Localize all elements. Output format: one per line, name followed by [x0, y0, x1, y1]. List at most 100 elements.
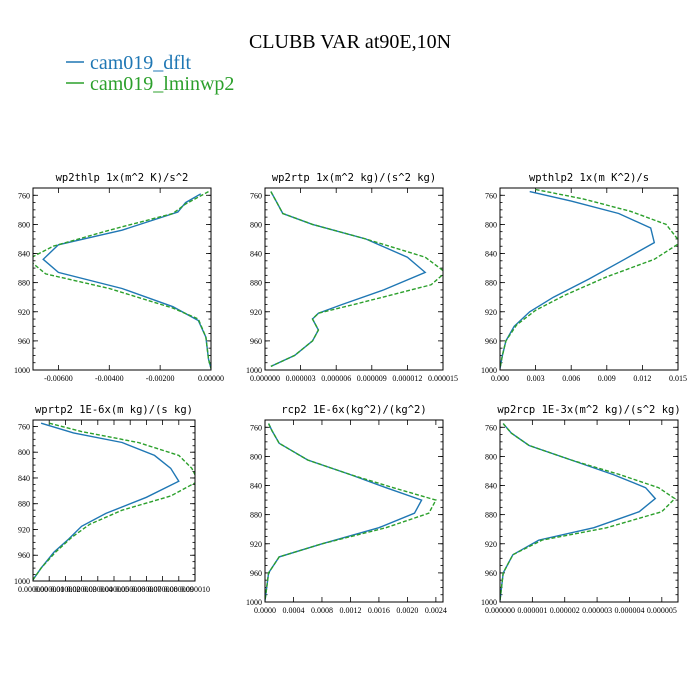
x-tick-label: 0.000000 — [250, 374, 280, 383]
panel-title: rcp2 1E-6x(kg^2)/(kg^2) — [281, 404, 426, 416]
axis-frame — [32, 419, 196, 582]
x-tick-label: -0.00400 — [95, 374, 124, 383]
legend-label-dflt: cam019_dflt — [90, 52, 192, 74]
x-tick-label: 0.000002 — [550, 606, 580, 615]
series-line-lminwp2 — [265, 423, 437, 601]
y-tick-label: 960 — [18, 337, 30, 346]
y-tick-label: 840 — [18, 474, 30, 483]
x-tick-label: 0.000009 — [164, 585, 194, 594]
x-tick-label: 0.003 — [527, 374, 545, 383]
y-tick-label: 920 — [250, 308, 262, 317]
x-tick-label: 0.000004 — [614, 606, 644, 615]
y-tick-label: 840 — [485, 250, 497, 259]
y-tick-label: 1000 — [14, 577, 30, 586]
x-tick-label: 0.000003 — [67, 585, 97, 594]
panel-5: rcp2 1E-6x(kg^2)/(kg^2) 760 800 840 880 920 96… — [246, 404, 447, 615]
figure-title: CLUBB VAR at90E,10N — [249, 31, 451, 53]
panel-6: wp2rcp 1E-3x(m^2 kg)/(s^2 kg)760 800 840 88… — [481, 404, 681, 615]
y-tick-label: 840 — [250, 482, 262, 491]
x-tick-label: -0.00200 — [146, 374, 175, 383]
y-tick-label: 920 — [18, 308, 30, 317]
x-tick-label: 0.000002 — [50, 585, 80, 594]
panel-4: wprtp2 1E-6x(m kg)/(s kg) 760 800 840 880 920… — [14, 404, 210, 594]
x-tick-label: 0.0020 — [396, 606, 418, 615]
x-tick-label: 0.0024 — [425, 606, 447, 615]
y-tick-label: 800 — [18, 220, 30, 229]
y-tick-label: 880 — [485, 279, 497, 288]
x-tick-label: 0.0004 — [282, 606, 304, 615]
x-tick-label: -0.00600 — [44, 374, 73, 383]
x-tick-label: 0.00000 — [198, 374, 224, 383]
x-tick-label: 0.012 — [633, 374, 651, 383]
y-tick-label: 800 — [485, 452, 497, 461]
series-line-dflt — [265, 423, 423, 601]
panels: wp2thlp 1x(m^2 K)/s^2 760 800 840 880 920 960 1… — [14, 172, 687, 615]
series-line-lminwp2 — [33, 190, 211, 369]
x-tick-label: 0.000006 — [321, 374, 351, 383]
y-tick-label: 880 — [485, 511, 497, 520]
y-tick-label: 1000 — [246, 366, 262, 375]
panel-2: wp2rtp 1x(m^2 kg)/(s^2 kg) 760 800 840 880 92… — [246, 172, 458, 383]
y-tick-label: 960 — [485, 337, 497, 346]
panel-title: wp2thlp 1x(m^2 K)/s^2 — [56, 172, 189, 184]
y-tick-label: 880 — [18, 279, 30, 288]
axis-frame — [32, 187, 212, 371]
y-tick-label: 1000 — [481, 366, 497, 375]
x-tick-label: 0.000005 — [647, 606, 677, 615]
panel-title: wpthlp2 1x(m K^2)/s — [529, 172, 649, 184]
axis-frame — [264, 419, 444, 603]
x-tick-label: 0.000010 — [180, 585, 210, 594]
series-line-lminwp2 — [500, 423, 676, 601]
y-tick-label: 880 — [250, 279, 262, 288]
y-tick-label: 760 — [18, 191, 30, 200]
x-tick-label: 0.015 — [669, 374, 687, 383]
axis-frame — [499, 419, 679, 603]
series-line-lminwp2 — [270, 191, 443, 368]
series-line-lminwp2 — [500, 188, 678, 369]
y-tick-label: 760 — [250, 191, 262, 200]
series-line-dflt — [500, 190, 656, 369]
y-tick-label: 960 — [485, 569, 497, 578]
axis-frame — [499, 187, 679, 371]
x-tick-label: 0.000001 — [34, 585, 64, 594]
axis-frame — [264, 187, 444, 371]
x-tick-label: 0.000003 — [286, 374, 316, 383]
y-tick-label: 920 — [485, 540, 497, 549]
y-tick-label: 1000 — [14, 366, 30, 375]
series-line-dflt — [42, 193, 211, 369]
x-tick-label: 0.000003 — [582, 606, 612, 615]
y-tick-label: 920 — [250, 540, 262, 549]
y-tick-label: 1000 — [246, 598, 262, 607]
series-line-dflt — [33, 422, 180, 581]
series-line-dflt — [500, 423, 657, 601]
x-tick-label: 0.006 — [562, 374, 580, 383]
legend-label-lminwp2: cam019_lminwp2 — [90, 73, 234, 95]
panel-title: wp2rcp 1E-3x(m^2 kg)/(s^2 kg) — [497, 404, 680, 416]
series-line-lminwp2 — [33, 422, 195, 581]
x-tick-label: 0.000005 — [99, 585, 129, 594]
y-tick-label: 1000 — [481, 598, 497, 607]
panel-1: wp2thlp 1x(m^2 K)/s^2 760 800 840 880 920 960 1… — [14, 172, 224, 383]
x-tick-label: 0.000012 — [392, 374, 422, 383]
y-tick-label: 840 — [18, 250, 30, 259]
y-tick-label: 760 — [485, 191, 497, 200]
y-tick-label: 840 — [485, 482, 497, 491]
x-tick-label: 0.000008 — [148, 585, 178, 594]
y-tick-label: 920 — [485, 308, 497, 317]
x-tick-label: 0.000007 — [131, 585, 161, 594]
y-tick-label: 880 — [250, 511, 262, 520]
y-tick-label: 760 — [250, 423, 262, 432]
y-tick-label: 760 — [18, 422, 30, 431]
panel-title: wprtp2 1E-6x(m kg)/(s kg) — [35, 404, 193, 416]
y-tick-label: 960 — [250, 569, 262, 578]
x-tick-label: 0.000 — [491, 374, 509, 383]
x-tick-label: 0.000000 — [485, 606, 515, 615]
y-tick-label: 800 — [485, 220, 497, 229]
y-tick-label: 800 — [18, 448, 30, 457]
x-tick-label: 0.009 — [598, 374, 616, 383]
x-tick-label: 0.0012 — [339, 606, 361, 615]
y-tick-label: 840 — [250, 250, 262, 259]
y-tick-label: 920 — [18, 525, 30, 534]
x-tick-label: 0.0000 — [254, 606, 276, 615]
y-tick-label: 960 — [18, 551, 30, 560]
